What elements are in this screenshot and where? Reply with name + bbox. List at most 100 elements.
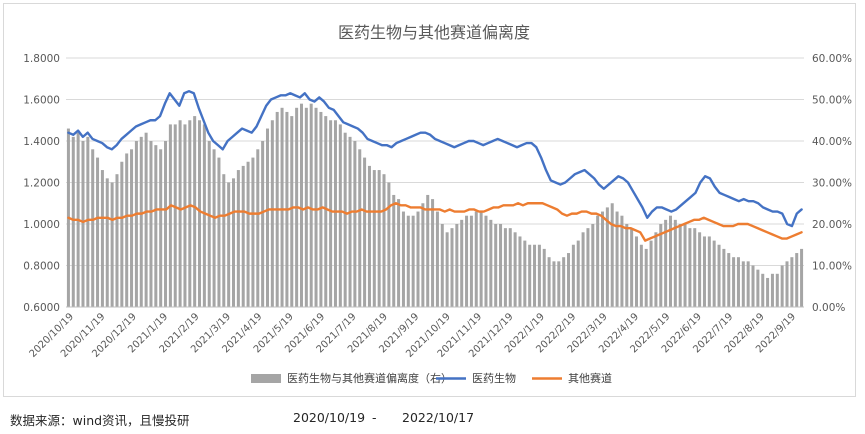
deviation-bar <box>562 257 566 307</box>
deviation-bar <box>649 240 653 307</box>
deviation-bar <box>445 232 449 307</box>
deviation-bar <box>523 240 527 307</box>
date-range-end: 2022/10/17 <box>402 410 475 425</box>
deviation-bar <box>639 244 643 307</box>
deviation-bar <box>261 141 265 307</box>
deviation-bar <box>537 244 541 307</box>
deviation-bar <box>251 157 255 307</box>
deviation-bars <box>66 103 804 308</box>
deviation-bar <box>513 232 517 307</box>
date-range-start: 2020/10/19 <box>293 410 366 425</box>
deviation-bar <box>416 211 420 307</box>
deviation-bar <box>159 149 163 307</box>
right-tick-label: 0.00% <box>812 302 845 314</box>
deviation-bar <box>168 124 172 308</box>
source-note: 数据来源：wind资讯，且慢投研 <box>10 413 190 428</box>
deviation-bar <box>134 141 138 307</box>
deviation-bar <box>644 248 648 307</box>
chart-title: 医药生物与其他赛道偏离度 <box>338 23 530 42</box>
deviation-bar <box>455 224 459 307</box>
deviation-bar <box>290 116 294 307</box>
deviation-bar <box>533 244 537 307</box>
deviation-bar <box>712 240 716 307</box>
deviation-bar <box>722 248 726 307</box>
deviation-bar <box>333 120 337 307</box>
deviation-bar <box>130 149 134 307</box>
deviation-bar <box>693 228 697 307</box>
right-tick-label: 40.00% <box>812 136 852 148</box>
deviation-bar <box>450 228 454 307</box>
deviation-bar <box>659 224 663 307</box>
right-tick-label: 30.00% <box>812 178 852 190</box>
deviation-bar <box>115 174 119 307</box>
deviation-bar <box>494 224 498 307</box>
deviation-bar <box>673 219 677 307</box>
right-tick-label: 20.00% <box>812 219 852 231</box>
deviation-bar <box>91 149 95 307</box>
deviation-bar <box>256 149 260 307</box>
deviation-bar <box>246 161 250 307</box>
deviation-bar <box>363 157 367 307</box>
chart-frame: 医药生物与其他赛道偏离度 1.8000 1.6000 1.4000 1.2000 1.0… <box>3 3 856 397</box>
deviation-bar <box>440 224 444 307</box>
deviation-bar <box>401 211 405 307</box>
deviation-bar <box>338 124 342 308</box>
deviation-bar <box>499 224 503 307</box>
legend-swatch <box>251 374 281 383</box>
deviation-bar <box>202 124 206 308</box>
deviation-bar <box>358 149 362 307</box>
deviation-bar <box>465 215 469 307</box>
deviation-bar <box>547 257 551 307</box>
legend-label: 医药生物与其他赛道偏离度（右） <box>287 371 452 385</box>
deviation-bar <box>319 111 323 307</box>
deviation-bar <box>775 273 779 307</box>
deviation-bar <box>227 182 231 307</box>
deviation-bar <box>717 244 721 307</box>
deviation-bar <box>217 157 221 307</box>
right-axis: 60.00% 50.00% 40.00% 30.00% 20.00% 10.00% 0.00… <box>812 53 852 314</box>
left-tick-label: 1.2000 <box>23 178 60 190</box>
legend-label: 其他赛道 <box>568 371 612 385</box>
deviation-bar <box>479 211 483 307</box>
deviation-bar <box>746 261 750 307</box>
deviation-bar <box>557 261 561 307</box>
right-tick-label: 60.00% <box>812 53 852 65</box>
deviation-bar <box>605 207 609 307</box>
left-tick-label: 0.8000 <box>23 261 60 273</box>
deviation-bar <box>397 199 401 307</box>
deviation-bar <box>86 136 90 307</box>
deviation-bar <box>727 253 731 307</box>
deviation-bar <box>503 228 507 307</box>
deviation-bar <box>664 219 668 307</box>
deviation-bar <box>634 236 638 307</box>
deviation-bar <box>343 132 347 307</box>
deviation-bar <box>183 124 187 308</box>
deviation-bar <box>329 120 333 307</box>
deviation-bar <box>96 157 100 307</box>
deviation-bar <box>688 228 692 307</box>
deviation-bar <box>766 277 770 307</box>
legend-item-deviation: 医药生物与其他赛道偏离度（右） <box>251 371 452 385</box>
deviation-bar <box>314 107 318 307</box>
left-tick-label: 0.6000 <box>23 302 60 314</box>
left-tick-label: 1.4000 <box>23 136 60 148</box>
deviation-bar <box>615 211 619 307</box>
deviation-bar <box>800 248 804 307</box>
deviation-bar <box>756 269 760 307</box>
deviation-bar <box>178 120 182 307</box>
deviation-bar <box>198 120 202 307</box>
deviation-bar <box>149 141 153 307</box>
deviation-bar <box>411 215 415 307</box>
deviation-bar <box>406 215 410 307</box>
deviation-bar <box>567 253 571 307</box>
deviation-bar <box>654 232 658 307</box>
deviation-bar <box>489 219 493 307</box>
deviation-bar <box>751 265 755 307</box>
deviation-bar <box>188 120 192 307</box>
deviation-bar <box>125 153 129 307</box>
deviation-bar <box>591 224 595 307</box>
deviation-bar <box>732 257 736 307</box>
deviation-bar <box>270 120 274 307</box>
deviation-bar <box>421 203 425 307</box>
deviation-bar <box>324 116 328 307</box>
